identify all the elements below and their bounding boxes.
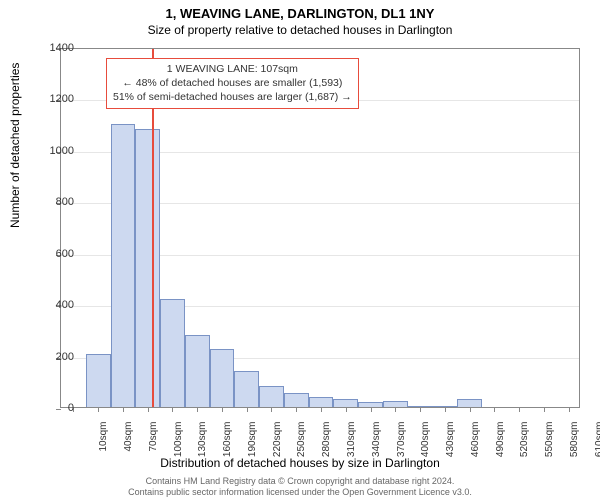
xtick-label: 40sqm <box>123 422 134 462</box>
histogram-bar <box>284 393 309 407</box>
annotation-box: 1 WEAVING LANE: 107sqm ← 48% of detached… <box>106 58 359 109</box>
xtick <box>271 407 272 412</box>
xtick-label: 130sqm <box>197 422 208 462</box>
histogram-bar <box>333 399 358 407</box>
xtick-label: 10sqm <box>98 422 109 462</box>
ytick-label: 600 <box>24 248 74 260</box>
xtick-label: 490sqm <box>495 422 506 462</box>
xtick <box>569 407 570 412</box>
xtick <box>123 407 124 412</box>
xtick <box>544 407 545 412</box>
xtick <box>494 407 495 412</box>
xtick <box>148 407 149 412</box>
xtick-label: 160sqm <box>222 422 233 462</box>
xtick-label: 430sqm <box>445 422 456 462</box>
xtick <box>371 407 372 412</box>
histogram-bar <box>234 371 259 407</box>
page-title: 1, WEAVING LANE, DARLINGTON, DL1 1NY <box>0 0 600 21</box>
footer-line-1: Contains HM Land Registry data © Crown c… <box>0 476 600 487</box>
xtick-label: 610sqm <box>594 422 600 462</box>
histogram-bar <box>185 335 210 407</box>
xtick <box>470 407 471 412</box>
annotation-line-2: ← 48% of detached houses are smaller (1,… <box>113 76 352 90</box>
xtick <box>519 407 520 412</box>
xtick <box>395 407 396 412</box>
xtick <box>420 407 421 412</box>
ytick-label: 0 <box>24 402 74 414</box>
ytick-label: 1000 <box>24 145 74 157</box>
y-axis-label: Number of detached properties <box>8 63 22 228</box>
ytick-label: 200 <box>24 351 74 363</box>
xtick-label: 340sqm <box>371 422 382 462</box>
histogram-bar <box>457 399 482 407</box>
xtick-label: 520sqm <box>519 422 530 462</box>
histogram-bar <box>259 386 284 407</box>
xtick-label: 220sqm <box>272 422 283 462</box>
xtick <box>321 407 322 412</box>
xtick-label: 370sqm <box>396 422 407 462</box>
xtick-label: 580sqm <box>569 422 580 462</box>
xtick-label: 400sqm <box>420 422 431 462</box>
xtick-label: 460sqm <box>470 422 481 462</box>
xtick <box>222 407 223 412</box>
xtick-label: 280sqm <box>321 422 332 462</box>
histogram-bar <box>111 124 136 407</box>
xtick-label: 70sqm <box>148 422 159 462</box>
footer-line-2: Contains public sector information licen… <box>0 487 600 498</box>
xtick <box>247 407 248 412</box>
histogram-bar <box>86 354 111 407</box>
histogram-bar <box>309 397 334 407</box>
xtick-label: 310sqm <box>346 422 357 462</box>
histogram-bar <box>135 129 160 407</box>
histogram-bar <box>210 349 235 407</box>
xtick-label: 190sqm <box>247 422 258 462</box>
annotation-line-1: 1 WEAVING LANE: 107sqm <box>113 62 352 76</box>
xtick <box>296 407 297 412</box>
annotation-line-3: 51% of semi-detached houses are larger (… <box>113 90 352 104</box>
xtick <box>197 407 198 412</box>
ytick-label: 1400 <box>24 42 74 54</box>
xtick <box>346 407 347 412</box>
xtick-label: 100sqm <box>173 422 184 462</box>
histogram-chart: 1 WEAVING LANE: 107sqm ← 48% of detached… <box>60 48 580 408</box>
ytick-label: 1200 <box>24 93 74 105</box>
xtick-label: 250sqm <box>296 422 307 462</box>
ytick-label: 400 <box>24 299 74 311</box>
histogram-bar <box>160 299 185 407</box>
footer: Contains HM Land Registry data © Crown c… <box>0 476 600 499</box>
xtick <box>98 407 99 412</box>
xtick-label: 550sqm <box>544 422 555 462</box>
xtick <box>445 407 446 412</box>
xtick <box>172 407 173 412</box>
ytick-label: 800 <box>24 196 74 208</box>
page-subtitle: Size of property relative to detached ho… <box>0 21 600 37</box>
